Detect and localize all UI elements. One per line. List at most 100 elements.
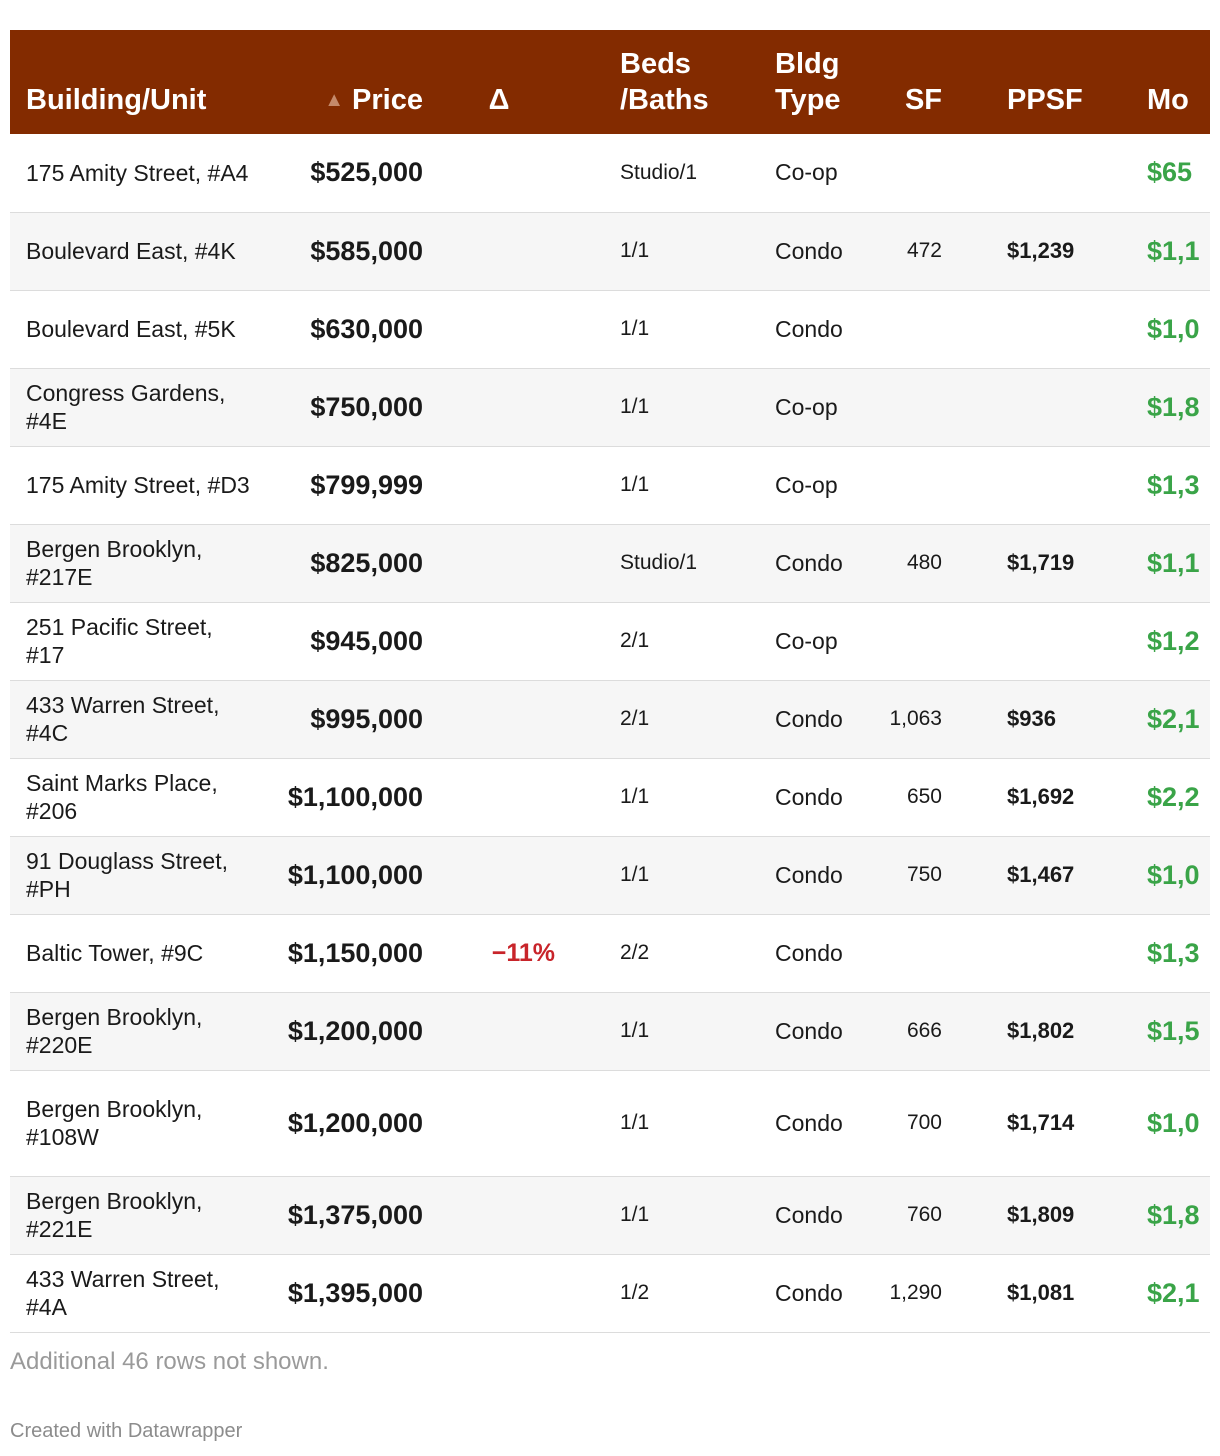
price-cell: $1,200,000 <box>287 1107 423 1138</box>
monthly-cost-cell: $1,3 <box>1147 937 1200 968</box>
table-notes: Additional 46 rows not shown. <box>10 1348 329 1375</box>
building-type-cell: Condo <box>775 1201 843 1228</box>
building-type-cell: Condo <box>775 705 843 732</box>
monthly-cost-cell: $1,1 <box>1147 547 1200 578</box>
monthly-cost-cell: $2,1 <box>1147 703 1200 734</box>
price-change-cell <box>423 524 575 602</box>
column-header-building-unit[interactable]: Building/Unit <box>10 30 250 134</box>
column-header-label: Δ <box>488 84 510 116</box>
column-header-label: Building/Unit <box>26 84 207 116</box>
table-row: Boulevard East, #5K $630,000 1/1 Condo $1,0 <box>10 290 1210 368</box>
beds-baths-cell: 1/1 <box>620 863 650 886</box>
price-cell: $799,999 <box>310 469 423 500</box>
monthly-cost-cell: $1,8 <box>1147 1199 1200 1230</box>
header-row: Building/Unit ▲ Price Δ Beds /Baths Bldg … <box>10 30 1210 134</box>
monthly-cost-cell: $2,1 <box>1147 1277 1200 1308</box>
price-change-cell <box>423 680 575 758</box>
square-feet-cell: 750 <box>906 863 942 886</box>
price-per-sf-cell <box>942 290 1082 368</box>
price-cell: $995,000 <box>310 703 423 734</box>
price-cell: $1,375,000 <box>287 1199 423 1230</box>
price-per-sf-cell: $1,239 <box>1007 238 1075 263</box>
building-unit-cell: 433 Warren Street, #4C <box>26 692 220 746</box>
column-header-delta[interactable]: Δ <box>423 30 575 134</box>
square-feet-cell: 1,063 <box>889 707 942 730</box>
datawrapper-credit-link[interactable]: Created with Datawrapper <box>10 1420 243 1442</box>
monthly-cost-cell: $65 <box>1147 157 1193 188</box>
column-header-label: Price <box>352 84 423 116</box>
column-header-label: Mo <box>1147 84 1189 116</box>
beds-baths-cell: 1/1 <box>620 785 650 808</box>
building-unit-cell: 433 Warren Street, #4A <box>26 1266 220 1320</box>
column-header-ppsf[interactable]: PPSF <box>942 30 1083 134</box>
building-unit-cell: Bergen Brooklyn, #108W <box>26 1096 203 1150</box>
building-type-cell: Co-op <box>775 393 838 420</box>
price-cell: $525,000 <box>310 157 423 188</box>
price-per-sf-cell <box>942 134 1082 212</box>
table-row: Congress Gardens, #4E $750,000 1/1 Co-op $1,… <box>10 368 1210 446</box>
price-change-cell <box>423 758 575 836</box>
price-cell: $585,000 <box>310 235 423 266</box>
table-row: 251 Pacific Street, #17 $945,000 2/1 Co-op $… <box>10 602 1210 680</box>
price-change-cell <box>423 368 575 446</box>
square-feet-cell: 650 <box>906 785 942 808</box>
price-per-sf-cell: $1,467 <box>1007 862 1075 887</box>
building-unit-cell: Baltic Tower, #9C <box>26 940 204 966</box>
monthly-cost-cell: $1,5 <box>1147 1015 1200 1046</box>
column-header-monthly[interactable]: Mo <box>1082 30 1210 134</box>
price-per-sf-cell <box>942 602 1082 680</box>
building-type-cell: Condo <box>775 1279 843 1306</box>
building-type-cell: Condo <box>775 549 843 576</box>
price-cell: $1,200,000 <box>287 1015 423 1046</box>
table-row: Bergen Brooklyn, #220E $1,200,000 1/1 Condo… <box>10 992 1210 1070</box>
building-type-cell: Condo <box>775 939 843 966</box>
square-feet-cell: 472 <box>906 239 942 262</box>
table-row: Boulevard East, #4K $585,000 1/1 Condo 472 $1… <box>10 212 1210 290</box>
price-per-sf-cell: $1,809 <box>1007 1202 1075 1227</box>
beds-baths-cell: 2/1 <box>620 629 650 652</box>
price-change-cell <box>423 1254 575 1332</box>
price-cell: $1,395,000 <box>287 1277 423 1308</box>
building-type-cell: Condo <box>775 237 843 264</box>
beds-baths-cell: 1/1 <box>620 1111 650 1134</box>
beds-baths-cell: 1/1 <box>620 1019 650 1042</box>
monthly-cost-cell: $1,8 <box>1147 391 1200 422</box>
column-header-price[interactable]: ▲ Price <box>250 30 423 134</box>
table-row: Baltic Tower, #9C $1,150,000 −11% 2/2 Condo $… <box>10 914 1210 992</box>
building-unit-cell: Congress Gardens, #4E <box>26 380 226 434</box>
beds-baths-cell: 2/1 <box>620 707 650 730</box>
table-row: Saint Marks Place, #206 $1,100,000 1/1 Cond… <box>10 758 1210 836</box>
table-row: 433 Warren Street, #4C $995,000 2/1 Condo 1,… <box>10 680 1210 758</box>
building-type-cell: Condo <box>775 1109 843 1136</box>
table-row: Bergen Brooklyn, #108W $1,200,000 1/1 Condo… <box>10 1070 1210 1176</box>
table-header: Building/Unit ▲ Price Δ Beds /Baths Bldg … <box>10 30 1210 134</box>
price-cell: $750,000 <box>310 391 423 422</box>
building-type-cell: Condo <box>775 315 843 342</box>
square-feet-cell: 666 <box>906 1019 942 1042</box>
beds-baths-cell: Studio/1 <box>620 551 698 574</box>
price-per-sf-cell <box>942 446 1082 524</box>
square-feet-cell <box>845 134 942 212</box>
price-change-cell <box>423 836 575 914</box>
listings-table-container: Building/Unit ▲ Price Δ Beds /Baths Bldg … <box>10 30 1210 1333</box>
price-per-sf-cell <box>942 914 1082 992</box>
beds-baths-cell: 1/1 <box>620 239 650 262</box>
building-type-cell: Co-op <box>775 471 838 498</box>
beds-baths-cell: 1/1 <box>620 1203 650 1226</box>
building-unit-cell: Bergen Brooklyn, #217E <box>26 536 203 590</box>
beds-baths-cell: 2/2 <box>620 941 650 964</box>
beds-baths-cell: Studio/1 <box>620 160 698 184</box>
column-header-bldg-type[interactable]: Bldg Type <box>730 30 845 134</box>
column-header-label: /Baths <box>620 84 709 116</box>
price-per-sf-cell <box>942 368 1082 446</box>
sort-ascending-icon: ▲ <box>324 89 345 111</box>
building-unit-cell: Saint Marks Place, #206 <box>26 770 218 824</box>
building-unit-cell: 175 Amity Street, #A4 <box>26 159 249 186</box>
beds-baths-cell: 1/1 <box>620 317 650 340</box>
table-body: 175 Amity Street, #A4 $525,000 Studio/1 Co-… <box>10 134 1210 1332</box>
price-change-cell: −11% <box>491 938 555 967</box>
price-change-cell <box>423 1176 575 1254</box>
column-header-beds-baths[interactable]: Beds /Baths <box>575 30 730 134</box>
column-header-sf[interactable]: SF <box>845 30 942 134</box>
price-change-cell <box>423 134 575 212</box>
